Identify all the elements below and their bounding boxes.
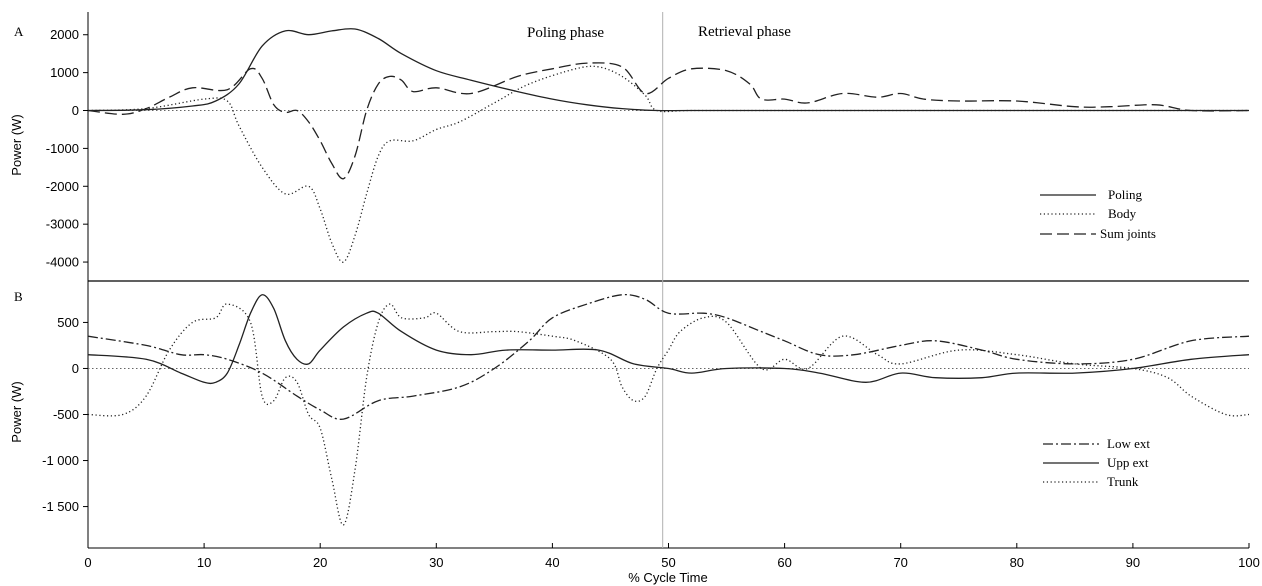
y-tick-label: -1 000 <box>42 453 79 468</box>
x-axis-title: % Cycle Time <box>628 570 707 585</box>
y-tick-label: 1000 <box>50 65 79 80</box>
x-tick-label: 50 <box>661 555 675 570</box>
panel-b-legend: Low ext Upp ext Trunk <box>1043 436 1150 489</box>
series-line-body <box>87 65 1249 263</box>
y-tick-label: -3000 <box>46 217 79 232</box>
panel-a-y-axis-title: Power (W) <box>9 114 24 175</box>
panel-a-y-ticks: 2000 1000 0 -1000 -2000 -3000 -4000 <box>46 27 88 270</box>
y-tick-label: 0 <box>72 361 79 376</box>
x-tick-label: 100 <box>1238 555 1260 570</box>
panel-b-y-axis-title: Power (W) <box>9 381 24 442</box>
x-tick-label: 60 <box>777 555 791 570</box>
series-line-sum-joints <box>87 62 1250 180</box>
series-line-poling <box>87 28 1249 112</box>
x-tick-label: 30 <box>429 555 443 570</box>
y-tick-label: -1000 <box>46 141 79 156</box>
x-tick-label: 10 <box>197 555 211 570</box>
phase-label-retrieval: Retrieval phase <box>698 24 791 40</box>
panel-a: A Power (W) Poling phase Retrieval phase… <box>9 12 1250 282</box>
legend-label-trunk: Trunk <box>1107 474 1139 489</box>
series-line-trunk <box>87 303 1250 526</box>
panel-a-letter: A <box>14 24 24 39</box>
x-tick-label: 40 <box>545 555 559 570</box>
x-tick-label: 0 <box>84 555 91 570</box>
legend-label-body: Body <box>1108 206 1137 221</box>
panel-a-legend: Poling Body Sum joints <box>1040 187 1156 241</box>
panel-b-letter: B <box>14 289 23 304</box>
panel-b-x-ticks: 0 10 20 30 40 50 60 70 80 90 100 <box>84 543 1260 570</box>
y-tick-label: -4000 <box>46 255 79 270</box>
legend-label-poling: Poling <box>1108 187 1142 202</box>
y-tick-label: -2000 <box>46 179 79 194</box>
phase-label-poling: Poling phase <box>527 25 604 41</box>
legend-label-sum-joints: Sum joints <box>1100 226 1156 241</box>
x-tick-label: 20 <box>313 555 327 570</box>
panel-b-y-ticks: 500 0 -500 -1 000 -1 500 <box>42 315 88 514</box>
y-tick-label: 500 <box>57 315 79 330</box>
x-tick-label: 90 <box>1126 555 1140 570</box>
y-tick-label: -500 <box>53 407 79 422</box>
x-tick-label: 80 <box>1010 555 1024 570</box>
legend-label-low-ext: Low ext <box>1107 436 1150 451</box>
series-line-upp-ext <box>87 294 1250 385</box>
series-line-low-ext <box>87 293 1250 420</box>
legend-label-upp-ext: Upp ext <box>1107 455 1149 470</box>
y-tick-label: -1 500 <box>42 499 79 514</box>
y-tick-label: 2000 <box>50 27 79 42</box>
x-tick-label: 70 <box>893 555 907 570</box>
y-tick-label: 0 <box>72 103 79 118</box>
